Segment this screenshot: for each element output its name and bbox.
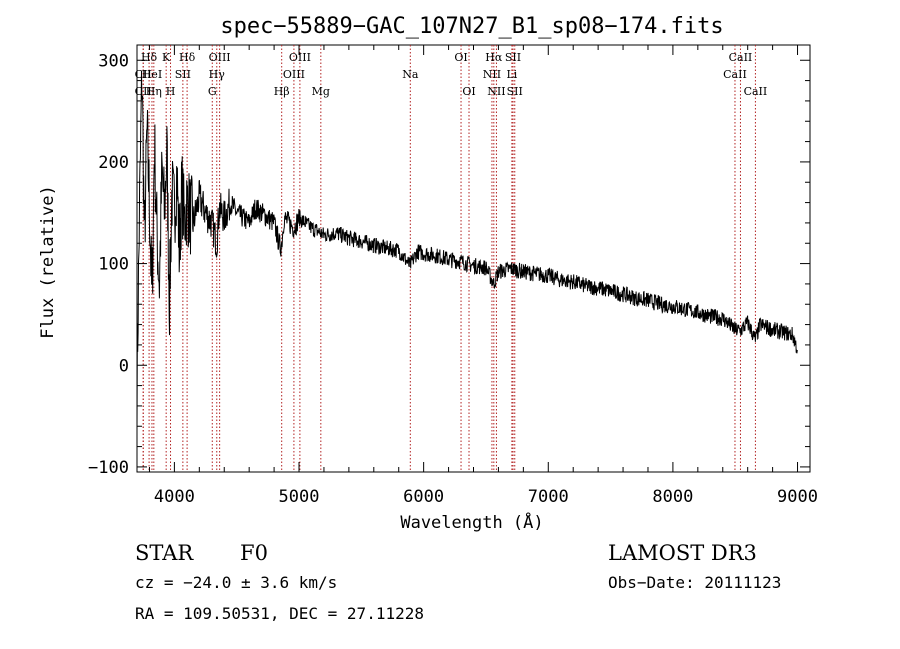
line-marker-label: G xyxy=(208,85,217,98)
x-axis-label: Wavelength (Å) xyxy=(400,511,543,533)
line-marker-label: Li xyxy=(506,68,517,81)
line-marker-label: NII xyxy=(487,85,505,98)
y-tick-label: −100 xyxy=(88,458,129,478)
spectrum-line xyxy=(136,71,798,429)
line-marker-label: CII xyxy=(135,68,152,81)
x-tick-label: 6000 xyxy=(403,487,444,507)
obs-date: Obs−Date: 20111123 xyxy=(608,573,781,592)
line-marker-label: Hα xyxy=(485,51,503,64)
line-marker-label: SII xyxy=(507,85,523,98)
line-marker-label: Na xyxy=(402,68,419,81)
y-axis-label: Flux (relative) xyxy=(38,185,58,339)
line-marker-label: OIII xyxy=(289,51,311,64)
y-tick-label: 200 xyxy=(98,153,129,173)
line-marker-label: CaII xyxy=(723,68,747,81)
object-class: STAR xyxy=(135,541,194,565)
line-marker-label: Hη xyxy=(146,85,162,98)
object-subclass: F0 xyxy=(240,541,268,565)
axis-tick-labels: 4000 5000 6000 7000 8000 9000 −100 0 100 200 300 xyxy=(88,51,818,507)
x-tick-label: 7000 xyxy=(528,487,569,507)
plot-frame xyxy=(136,44,811,473)
y-tick-label: 300 xyxy=(98,51,129,71)
line-marker-label: OI xyxy=(462,85,475,98)
y-tick-label: 100 xyxy=(98,255,129,275)
survey-name: LAMOST DR3 xyxy=(608,541,757,565)
line-marker-label: Hδ xyxy=(179,51,196,64)
line-marker-label: OIII xyxy=(209,51,231,64)
line-marker-label: Hβ xyxy=(274,85,290,98)
x-tick-label: 8000 xyxy=(652,487,693,507)
line-marker-label: CaII xyxy=(744,85,768,98)
y-tick-label: 0 xyxy=(119,356,129,376)
line-marker-label: H xyxy=(166,85,176,98)
coordinates-text: RA = 109.50531, DEC = 27.11228 xyxy=(135,604,424,623)
line-marker-label: K xyxy=(162,51,171,64)
line-marker-label: Hδ xyxy=(141,51,158,64)
line-marker-label: SII xyxy=(175,68,191,81)
line-marker-label: CII xyxy=(135,85,152,98)
x-tick-label: 9000 xyxy=(777,487,818,507)
line-marker-label: HeI xyxy=(142,68,162,81)
axis-ticks xyxy=(137,45,810,472)
line-marker-label: SII xyxy=(505,51,521,64)
line-marker-label: Mg xyxy=(312,85,330,98)
x-tick-label: 4000 xyxy=(154,487,195,507)
line-marker-label: Hγ xyxy=(209,68,226,81)
line-marker-label: NII xyxy=(483,68,501,81)
line-marker-label: OIII xyxy=(283,68,305,81)
chart-title: spec−55889−GAC_107N27_B1_sp08−174.fits xyxy=(220,14,723,39)
x-tick-label: 5000 xyxy=(279,487,320,507)
line-marker-label: OI xyxy=(454,51,467,64)
line-marker-label: CaII xyxy=(729,51,753,64)
redshift-text: cz = −24.0 ± 3.6 km/s xyxy=(135,573,337,592)
